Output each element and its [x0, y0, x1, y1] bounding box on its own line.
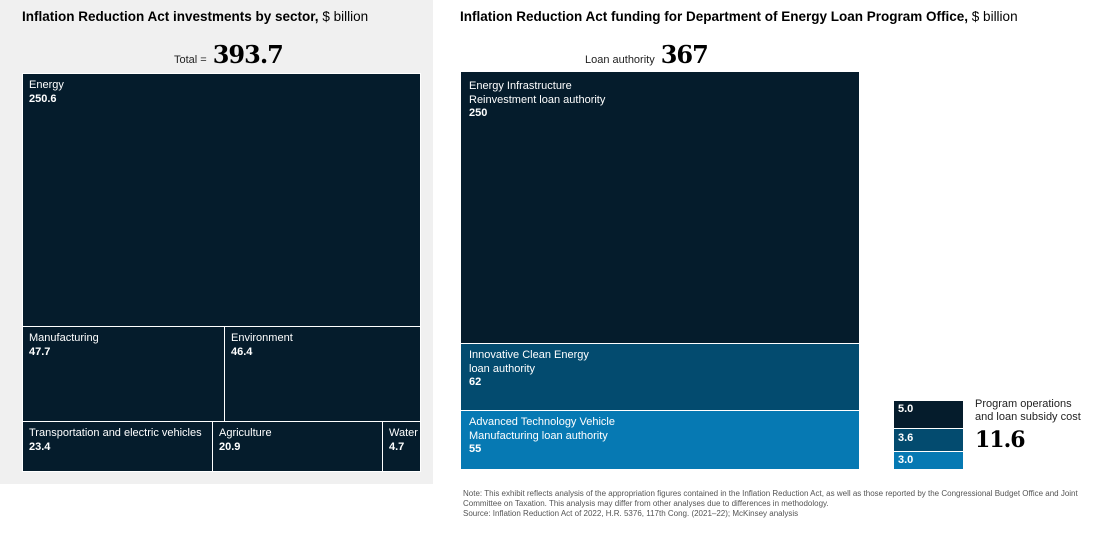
cell-agriculture: Agriculture 20.9: [212, 421, 383, 472]
cell-energy-infrastructure: Energy Infrastructure Reinvestment loan a…: [460, 71, 860, 344]
left-total: Total = 393.7: [174, 40, 284, 69]
cell-side-2: 3.6: [893, 428, 964, 452]
footnote: Note: This exhibit reflects analysis of …: [463, 489, 1078, 518]
cell-side-3: 3.0: [893, 451, 964, 470]
cell-side-1: 5.0: [893, 400, 964, 429]
cell-water: Water 4.7: [382, 421, 421, 472]
cell-innovative-clean-energy: Innovative Clean Energy loan authority 62: [460, 343, 860, 411]
cell-environment: Environment 46.4: [224, 326, 421, 422]
left-chart-title: Inflation Reduction Act investments by s…: [22, 9, 369, 24]
cell-energy: Energy 250.6: [22, 73, 421, 327]
right-chart-title: Inflation Reduction Act funding for Depa…: [460, 9, 1018, 24]
cell-manufacturing: Manufacturing 47.7: [22, 326, 225, 422]
side-total: 11.6: [975, 427, 1026, 453]
cell-transportation: Transportation and electric vehicles 23.4: [22, 421, 213, 472]
cell-advanced-technology-vehicle: Advanced Technology Vehicle Manufacturing…: [460, 410, 860, 470]
right-total: Loan authority 367: [585, 40, 709, 69]
side-label: Program operations and loan subsidy cost: [975, 398, 1081, 423]
